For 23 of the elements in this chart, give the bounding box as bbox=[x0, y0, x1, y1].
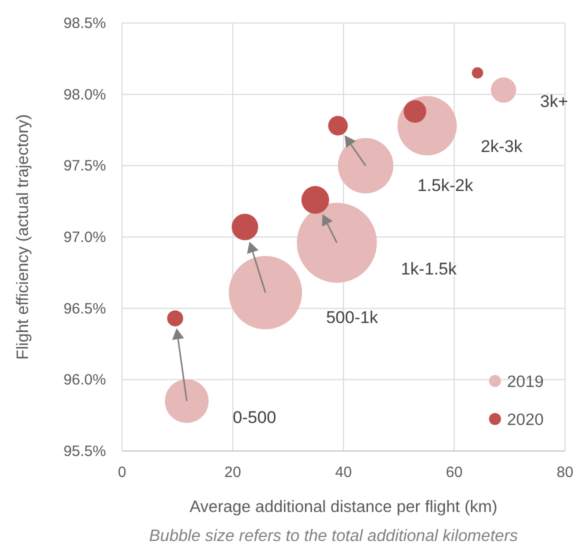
y-axis-title: Flight efficiency (actual trajectory) bbox=[14, 114, 32, 360]
annotation: 500-1k bbox=[326, 308, 379, 327]
annotation: 3k+ bbox=[540, 92, 568, 112]
annotation: 2k-3k bbox=[480, 137, 523, 156]
text: Bubble size refers to the total additional kilometers bbox=[149, 527, 518, 545]
x-tick-label: 0 bbox=[118, 464, 126, 481]
y-tick-label: 96.0% bbox=[63, 372, 106, 389]
annotation: 1.5k-2k bbox=[417, 176, 474, 195]
x-tick-label: 80 bbox=[556, 464, 574, 481]
annotation: 1k-1.5k bbox=[400, 260, 458, 279]
y-tick-label: 98.0% bbox=[63, 86, 106, 104]
y-tick-label: 98.5% bbox=[63, 15, 106, 32]
legend-label: 2020 bbox=[507, 411, 544, 429]
y-tick-label: 97.0% bbox=[63, 229, 106, 246]
x-tick-label: 20 bbox=[224, 464, 242, 481]
annotation: 0-500 bbox=[232, 408, 276, 428]
x-tick-label: 40 bbox=[335, 464, 352, 481]
y-tick-label: 97.5% bbox=[63, 158, 106, 175]
y-tick-label: 96.5% bbox=[63, 300, 106, 318]
legend-label: 2019 bbox=[507, 373, 544, 391]
y-tick-label: 95.5% bbox=[63, 443, 106, 460]
x-tick-label: 60 bbox=[446, 464, 463, 481]
x-axis-title: Average additional distance per flight (km) bbox=[190, 498, 498, 516]
